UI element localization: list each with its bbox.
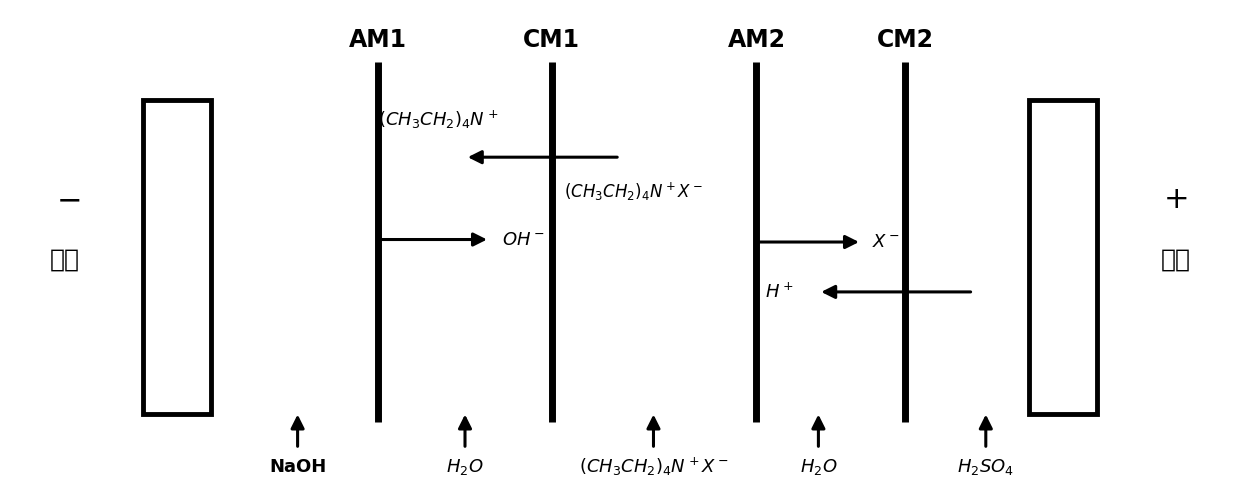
Text: $(CH_3CH_2)_4N^+$: $(CH_3CH_2)_4N^+$ [378, 109, 498, 131]
Text: $X^-$: $X^-$ [872, 233, 900, 251]
Bar [1029, 100, 1097, 414]
Text: $+$: $+$ [1163, 185, 1188, 214]
Text: $H_2O$: $H_2O$ [446, 457, 484, 477]
Text: 阳极: 阳极 [1161, 248, 1190, 271]
Text: AM2: AM2 [728, 28, 785, 52]
Text: $(CH_3CH_2)_4N^+X^-$: $(CH_3CH_2)_4N^+X^-$ [564, 181, 703, 203]
Text: AM1: AM1 [350, 28, 407, 52]
Text: NaOH: NaOH [269, 458, 326, 476]
Text: CM1: CM1 [523, 28, 580, 52]
Text: $OH^-$: $OH^-$ [502, 231, 544, 249]
Text: 阴极: 阴极 [50, 248, 79, 271]
Text: $H_2O$: $H_2O$ [800, 457, 837, 477]
Text: $H_2SO_4$: $H_2SO_4$ [957, 457, 1014, 477]
Text: $H^+$: $H^+$ [765, 282, 794, 301]
Bar [143, 100, 211, 414]
Text: $-$: $-$ [56, 185, 81, 214]
Text: CM2: CM2 [877, 28, 934, 52]
Text: $(CH_3CH_2)_4N^+X^-$: $(CH_3CH_2)_4N^+X^-$ [579, 456, 728, 478]
